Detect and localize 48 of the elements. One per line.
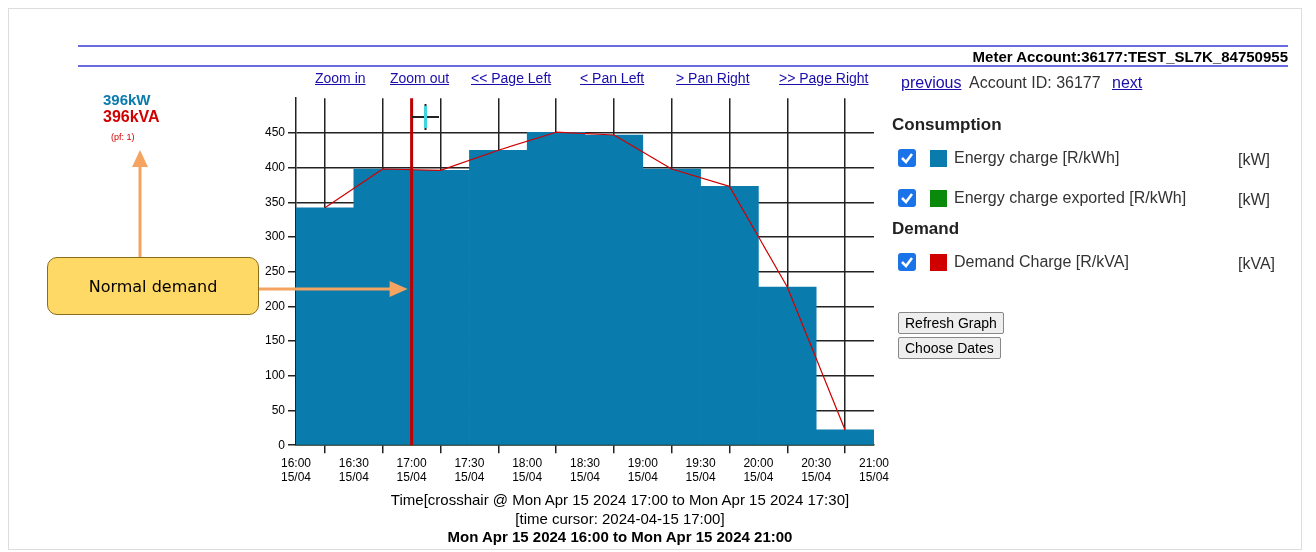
refresh-button: Refresh Graph [898, 312, 1004, 334]
text: > Pan Right [676, 70, 750, 86]
text: [time cursor: 2024-04-15 17:00] [514, 510, 726, 527]
choose-dates-button: Choose Dates [898, 337, 1001, 359]
legend-label: Energy charge [R/kWh] [954, 149, 1120, 167]
x-axis-title: Time[crosshair @ Mon Apr 15 2024 17:00 to Mon Apr 15 2024 17:30] [389, 491, 851, 508]
x-tick-label: 17:00 15/04 [396, 455, 427, 485]
text: Consumption [892, 115, 1002, 135]
x-tick-label: 18:30 15/04 [569, 455, 601, 485]
x-tick-label: 20:30 15/04 [801, 455, 832, 485]
text: 396kW [103, 91, 151, 108]
y-tick-label: 250 [264, 264, 286, 279]
y-tick-label: 450 [264, 125, 286, 140]
legend-label: Energy charge exported [R/kWh] [954, 189, 1187, 207]
text: [kVA] [1238, 255, 1276, 273]
text: < Pan Left [580, 70, 645, 86]
x-tick-label: 21:00 15/04 [858, 455, 890, 485]
text: Zoom in [315, 70, 366, 86]
x-tick-label: 17:30 15/04 [454, 455, 485, 485]
y-tick-label: 150 [264, 333, 286, 348]
text: Account ID: 36177 [969, 74, 1101, 92]
text: next [1112, 74, 1143, 92]
x-tick-label: 18:00 15/04 [512, 455, 543, 485]
text: 396kVA [103, 108, 160, 126]
y-tick-label: 200 [264, 298, 286, 313]
x-tick-label: 19:30 15/04 [685, 455, 716, 485]
text: Meter Account:36177:TEST_SL7K_84750955 [972, 48, 1288, 65]
text: Zoom out [390, 70, 450, 86]
y-tick-label: 100 [264, 368, 286, 383]
x-tick-label: 19:00 15/04 [627, 455, 659, 485]
text: Normal demand [47, 257, 259, 315]
text: [kW] [1238, 191, 1270, 209]
text: (pf: 1) [111, 132, 135, 142]
legend-label: Demand Charge [R/kVA] [954, 253, 1129, 271]
x-tick-label: 20:00 15/04 [743, 455, 774, 485]
text: Mon Apr 15 2024 16:00 to Mon Apr 15 2024 21:00 [446, 528, 794, 545]
text: Demand [892, 219, 960, 239]
y-tick-label: 50 [271, 402, 286, 417]
text: << Page Left [471, 70, 552, 86]
y-tick-label: 400 [264, 159, 286, 174]
text: >> Page Right [779, 70, 869, 86]
text: [kW] [1238, 151, 1270, 169]
text: previous [901, 74, 962, 92]
x-tick-label: 16:00 15/04 [281, 455, 312, 485]
y-tick-label: 300 [264, 229, 286, 244]
y-tick-label: 0 [278, 437, 286, 452]
x-tick-label: 16:30 15/04 [338, 455, 370, 485]
y-tick-label: 350 [264, 194, 286, 209]
